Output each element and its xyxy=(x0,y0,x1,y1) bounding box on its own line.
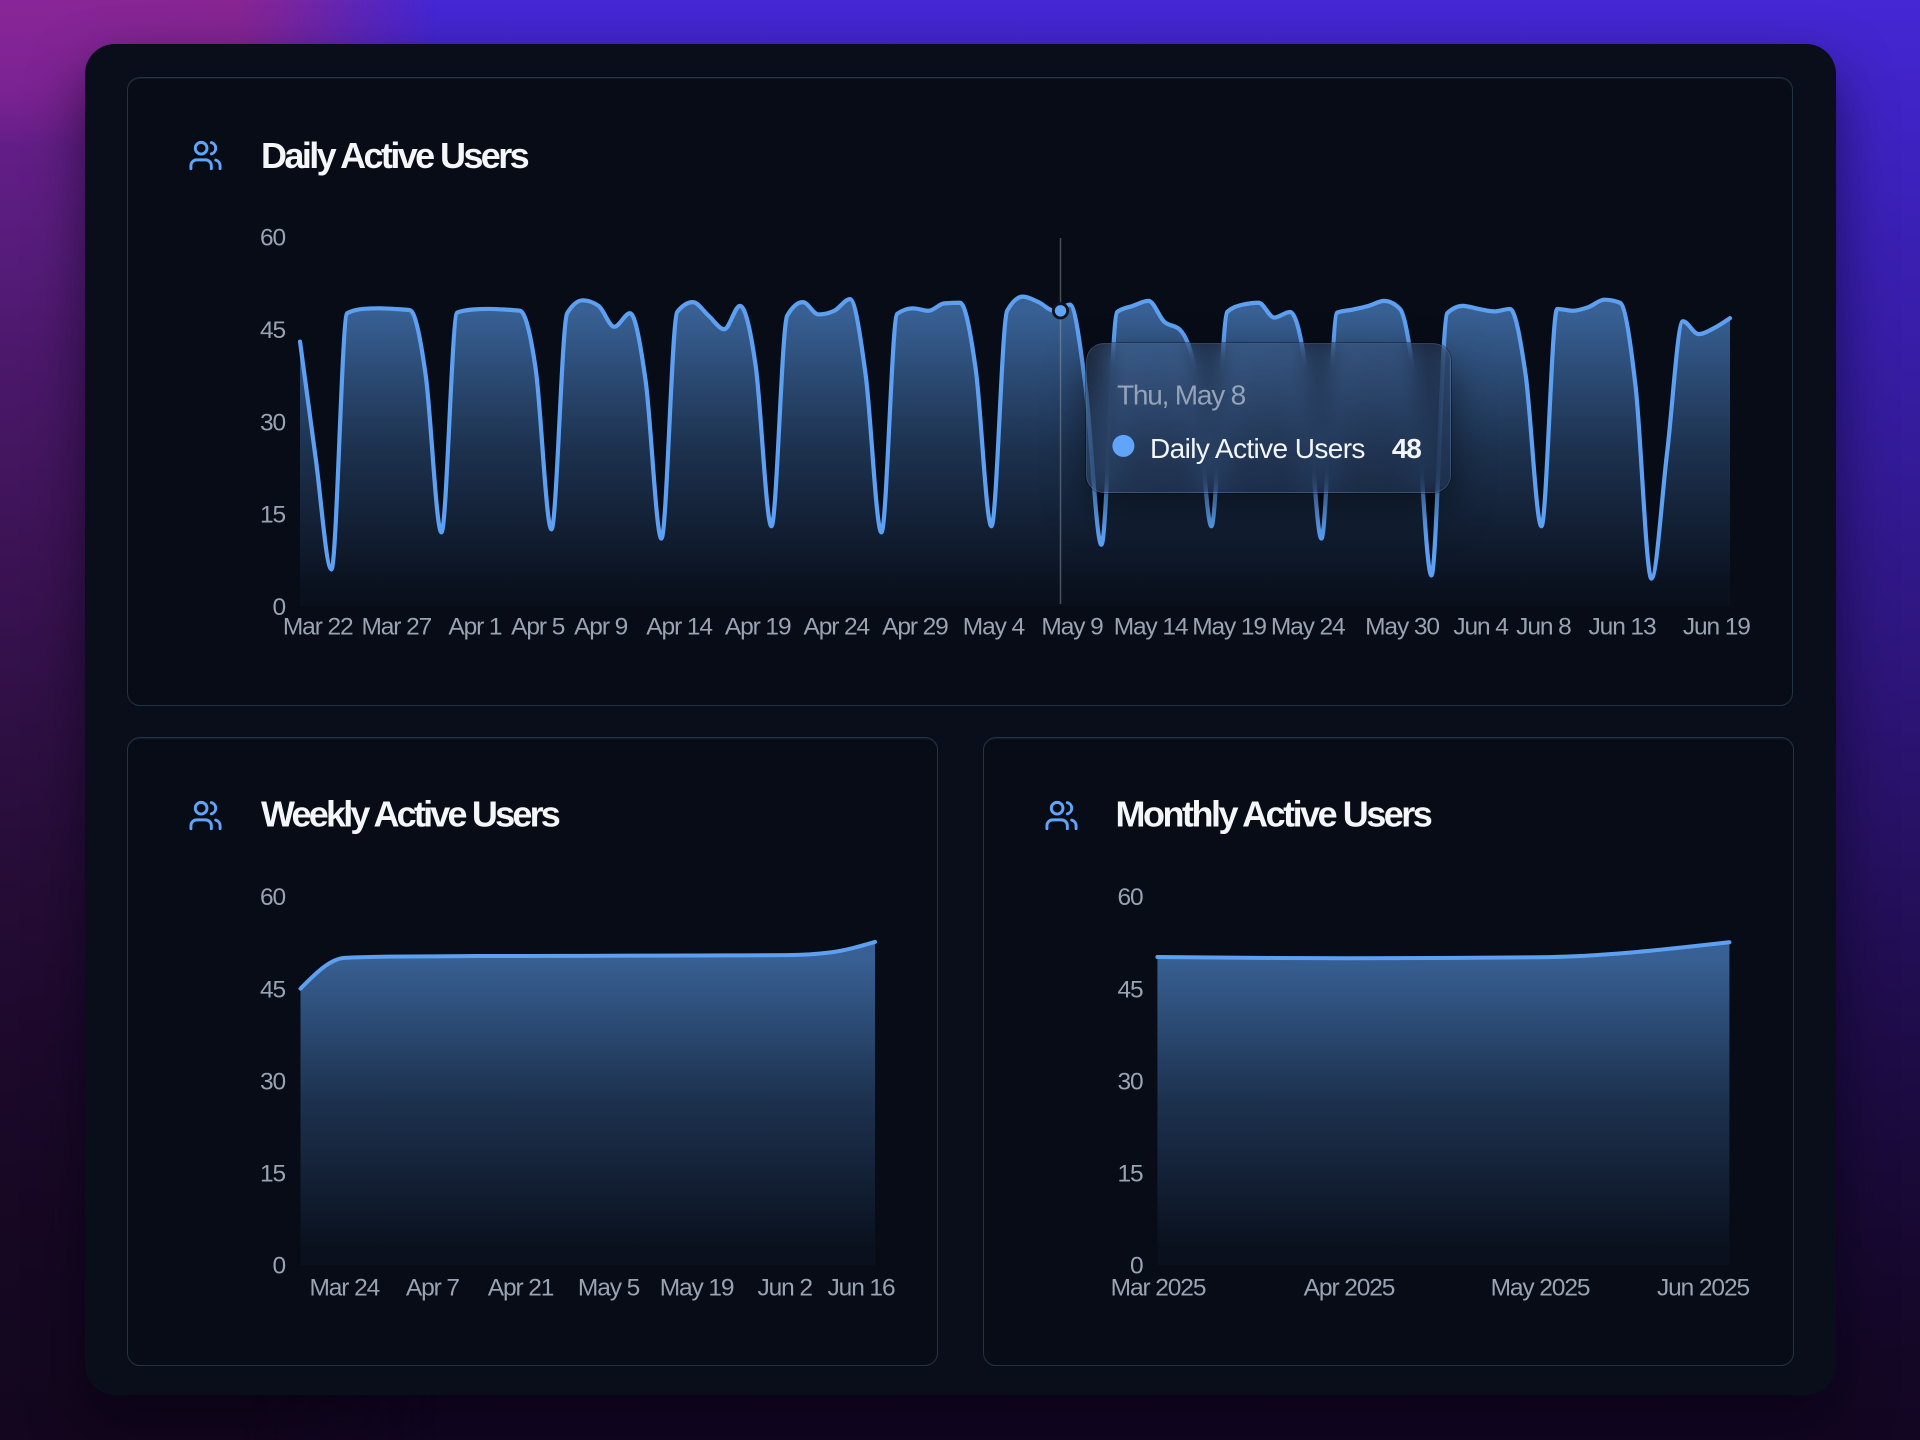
svg-text:May 9: May 9 xyxy=(1041,614,1103,641)
svg-text:May 5: May 5 xyxy=(578,1275,640,1302)
svg-text:Apr 29: Apr 29 xyxy=(882,614,948,641)
svg-text:May 4: May 4 xyxy=(963,614,1025,641)
svg-text:Apr 21: Apr 21 xyxy=(488,1275,554,1302)
svg-text:Mar 27: Mar 27 xyxy=(361,614,431,641)
svg-text:Jun 8: Jun 8 xyxy=(1516,614,1571,641)
svg-text:Jun 4: Jun 4 xyxy=(1453,614,1508,641)
svg-text:30: 30 xyxy=(260,1068,286,1095)
svg-text:Apr 5: Apr 5 xyxy=(511,614,565,641)
svg-text:Mar 22: Mar 22 xyxy=(283,614,353,641)
svg-text:0: 0 xyxy=(1130,1253,1143,1280)
svg-text:May 19: May 19 xyxy=(660,1275,734,1302)
svg-text:May 14: May 14 xyxy=(1114,614,1188,641)
svg-text:15: 15 xyxy=(260,502,286,529)
svg-text:Jun 16: Jun 16 xyxy=(828,1275,895,1302)
svg-text:Apr 9: Apr 9 xyxy=(574,614,628,641)
svg-text:May 19: May 19 xyxy=(1192,614,1266,641)
svg-text:45: 45 xyxy=(260,976,286,1003)
svg-text:Thu, May 8: Thu, May 8 xyxy=(1117,380,1246,411)
svg-text:15: 15 xyxy=(260,1161,286,1188)
svg-text:Jun 2025: Jun 2025 xyxy=(1657,1275,1749,1302)
svg-text:Jun 19: Jun 19 xyxy=(1683,614,1750,641)
svg-text:48: 48 xyxy=(1392,433,1421,464)
svg-text:May 2025: May 2025 xyxy=(1491,1275,1590,1302)
svg-text:Jun 2: Jun 2 xyxy=(757,1275,812,1302)
svg-text:60: 60 xyxy=(260,884,286,911)
svg-text:Jun 13: Jun 13 xyxy=(1589,614,1656,641)
svg-text:Weekly Active Users: Weekly Active Users xyxy=(261,794,560,835)
svg-text:45: 45 xyxy=(260,317,286,344)
svg-text:15: 15 xyxy=(1117,1161,1143,1188)
svg-text:Apr 2025: Apr 2025 xyxy=(1304,1275,1395,1302)
svg-text:Apr 19: Apr 19 xyxy=(725,614,791,641)
svg-text:30: 30 xyxy=(1117,1068,1143,1095)
svg-text:0: 0 xyxy=(272,594,285,621)
svg-text:Daily Active Users: Daily Active Users xyxy=(1150,433,1365,464)
svg-text:0: 0 xyxy=(272,1253,285,1280)
svg-text:Mar 2025: Mar 2025 xyxy=(1111,1275,1206,1302)
svg-text:Apr 1: Apr 1 xyxy=(448,614,502,641)
svg-text:Apr 24: Apr 24 xyxy=(804,614,870,641)
svg-text:Apr 7: Apr 7 xyxy=(406,1275,460,1302)
svg-text:45: 45 xyxy=(1117,976,1143,1003)
svg-text:Daily Active Users: Daily Active Users xyxy=(261,135,529,176)
svg-text:May 24: May 24 xyxy=(1271,614,1345,641)
svg-text:30: 30 xyxy=(260,409,286,436)
svg-text:Apr 14: Apr 14 xyxy=(646,614,712,641)
svg-text:60: 60 xyxy=(260,225,286,252)
svg-text:Mar 24: Mar 24 xyxy=(309,1275,379,1302)
svg-text:60: 60 xyxy=(1117,884,1143,911)
svg-text:Monthly Active Users: Monthly Active Users xyxy=(1116,794,1432,835)
svg-text:May 30: May 30 xyxy=(1365,614,1439,641)
